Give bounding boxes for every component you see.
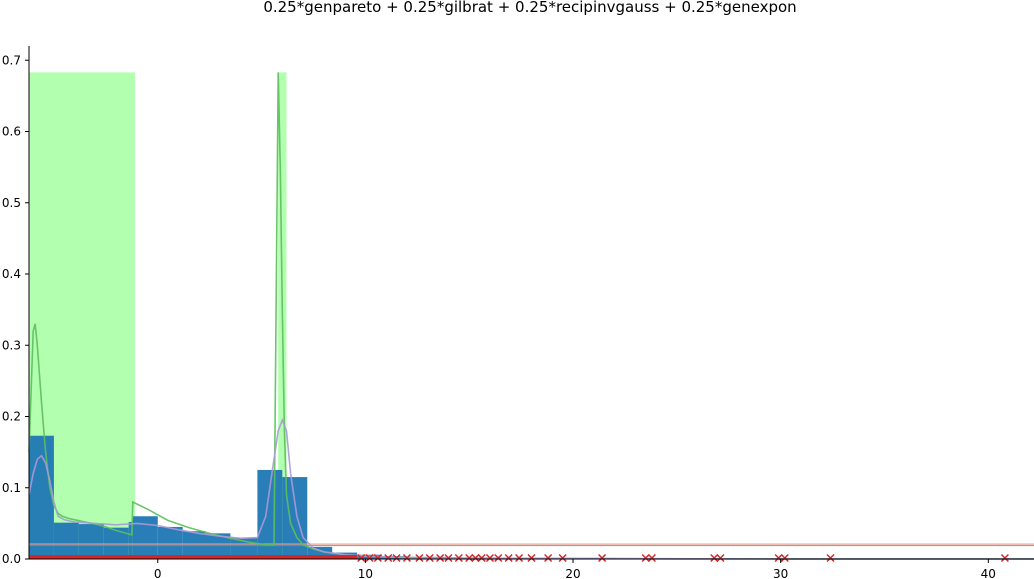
x-tick-label: 30 — [773, 567, 788, 579]
rug-marker — [384, 553, 393, 563]
series-line-0 — [28, 72, 1034, 560]
rug-marker — [425, 553, 434, 563]
rug-marker — [373, 553, 382, 563]
rug-marker — [454, 553, 463, 563]
y-tick-label: 0.5 — [2, 196, 21, 210]
rug-marker — [527, 553, 536, 563]
histogram-bar — [128, 521, 133, 559]
rug-markers — [29, 553, 1009, 563]
x-tick-label: 20 — [565, 567, 580, 579]
rug-marker — [444, 553, 453, 563]
histogram-bars — [29, 435, 1034, 559]
rug-marker — [436, 553, 445, 563]
rug-marker — [357, 553, 366, 563]
rug-marker — [471, 553, 480, 563]
rug-marker — [504, 553, 513, 563]
x-tick-label: 0 — [154, 567, 162, 579]
y-tick-label: 0.6 — [2, 125, 21, 139]
rug-marker — [544, 553, 553, 563]
y-tick-label: 0.0 — [2, 552, 21, 566]
rug-marker — [477, 553, 486, 563]
rug-marker — [494, 553, 503, 563]
rug-marker — [598, 553, 607, 563]
rug-marker — [710, 553, 719, 563]
rug-marker — [365, 553, 374, 563]
chart-title: 0.25*genpareto + 0.25*gilbrat + 0.25*rec… — [263, 0, 797, 16]
y-tick-label: 0.2 — [2, 410, 21, 424]
rug-marker — [392, 553, 401, 563]
y-tick-label: 0.1 — [2, 481, 21, 495]
highlight-regions — [29, 72, 287, 560]
histogram-bar — [78, 524, 104, 559]
axes: 0.0 0.1 0.2 0.3 0.4 0.5 0.6 0.7 0 10 20 30 40 — [2, 46, 1034, 579]
rug-marker — [780, 553, 789, 563]
y-tick-label: 0.3 — [2, 338, 21, 352]
y-tick-label: 0.7 — [2, 53, 21, 67]
x-tick-label: 40 — [981, 567, 996, 579]
series-line-1 — [28, 417, 1034, 560]
rug-marker — [485, 553, 495, 563]
rug-marker — [826, 553, 835, 563]
rug-marker — [515, 553, 524, 563]
rug-marker — [465, 553, 474, 563]
reference-lines — [29, 543, 1034, 547]
histogram-bar — [157, 526, 183, 559]
density-curves — [28, 72, 1034, 560]
rug-band — [29, 555, 358, 559]
rug-marker — [716, 553, 725, 563]
rug-marker — [402, 553, 411, 563]
histogram-bar — [53, 522, 79, 559]
rug-marker — [1000, 553, 1009, 563]
rug-marker — [641, 553, 650, 563]
rug-marker — [415, 553, 424, 563]
rug-marker — [558, 553, 567, 563]
histogram-bar — [29, 435, 54, 559]
y-tick-label: 0.4 — [2, 267, 21, 281]
x-tick-label: 10 — [358, 567, 373, 579]
rug-marker — [647, 553, 656, 563]
